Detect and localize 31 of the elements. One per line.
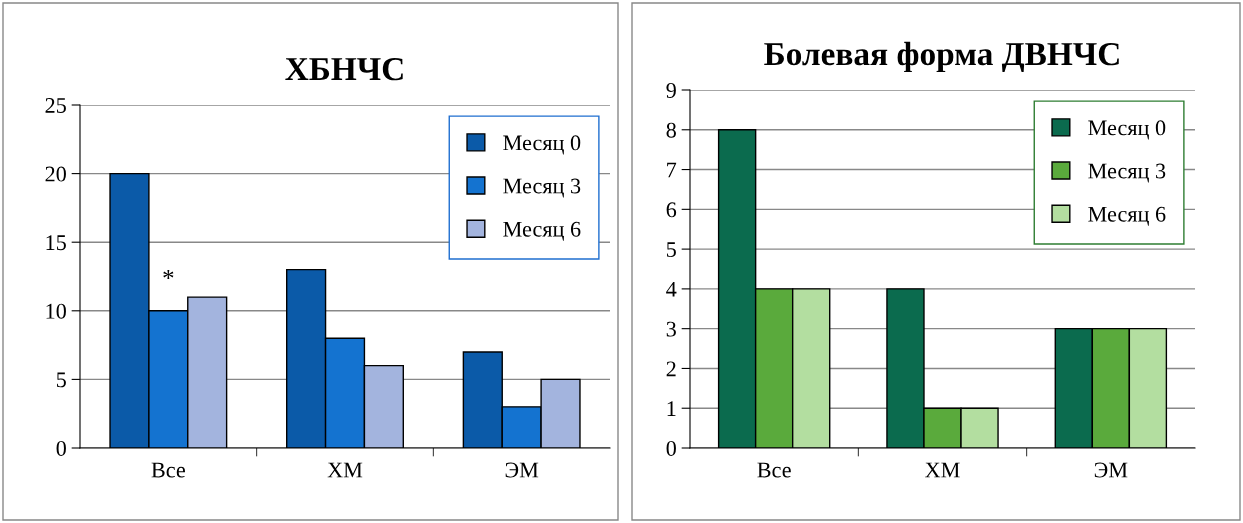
x-tick-label: ЭМ	[1094, 462, 1128, 478]
x-tick-label: ХМ	[925, 462, 960, 478]
y-tick-label: 2	[666, 361, 676, 377]
y-tick-label: 8	[666, 122, 676, 138]
y-tick-label: 5	[56, 372, 66, 388]
chart-title: Болевая форма ДВНЧС	[764, 41, 1119, 73]
y-tick-label: 3	[666, 321, 676, 337]
y-tick-label: 10	[46, 303, 66, 319]
y-tick-label: 4	[666, 281, 677, 297]
legend-label: Месяц 6	[1088, 206, 1166, 226]
y-tick-label: 9	[666, 82, 676, 98]
x-tick-label: Все	[757, 462, 791, 478]
y-tick-label: 7	[667, 162, 677, 178]
y-tick-label: 25	[45, 97, 66, 113]
x-tick-label: Все	[151, 462, 185, 478]
y-tick-label: 15	[46, 235, 66, 251]
legend-label: Месяц 6	[503, 221, 581, 241]
y-tick-label: 6	[666, 202, 677, 218]
y-tick-label: 20	[45, 166, 66, 182]
legend-label: Месяц 0	[1088, 120, 1166, 140]
y-tick-label: 5	[666, 242, 676, 258]
x-tick-label: ХМ	[327, 462, 363, 478]
chart-title: ХБНЧС	[285, 57, 403, 81]
legend-label: Месяц 3	[503, 178, 581, 198]
y-tick-label: 0	[56, 440, 66, 456]
legend-label: Месяц 3	[1088, 163, 1166, 183]
legend-label: Месяц 0	[503, 135, 581, 155]
y-tick-label: 1	[667, 401, 676, 416]
y-tick-label: 0	[666, 440, 676, 456]
x-tick-label: ЭМ	[505, 462, 539, 478]
annotation: *	[163, 269, 174, 280]
